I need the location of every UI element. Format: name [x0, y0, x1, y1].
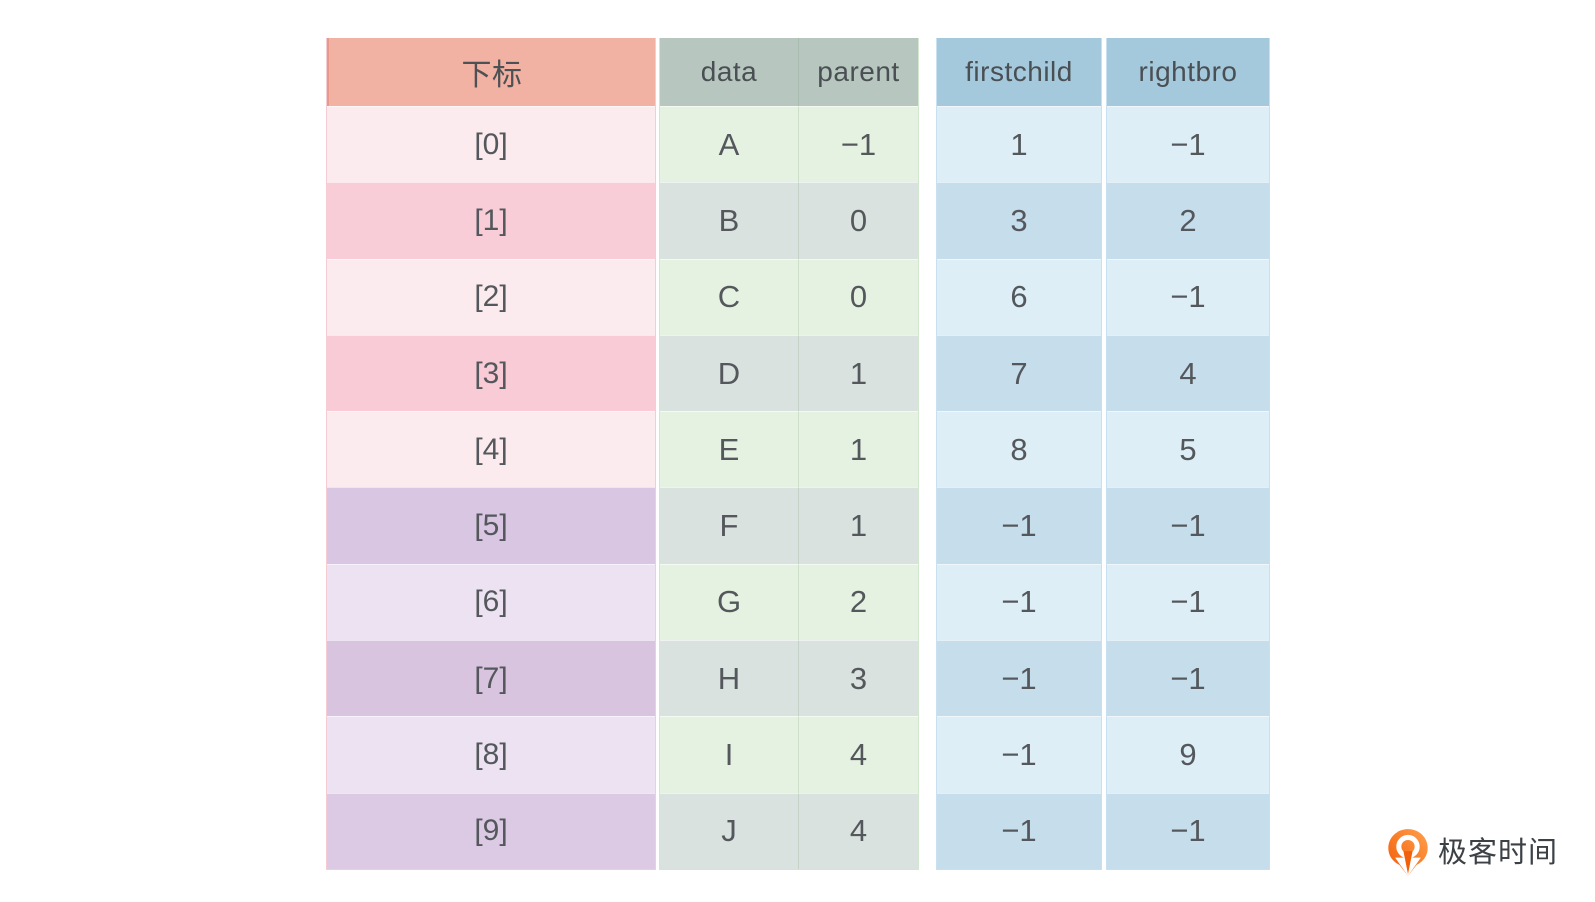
index-cell: [5]: [327, 487, 655, 564]
index-cell: [6]: [327, 563, 655, 641]
rightbro-cell: 2: [1107, 182, 1269, 259]
parent-cell: 1: [798, 411, 918, 488]
parent-col-body: −1 0 0 1 1 1 2 3 4 4: [798, 106, 918, 869]
rightbro-cell: 5: [1107, 411, 1269, 488]
parent-cell: 4: [798, 716, 918, 793]
parent-cell: 0: [798, 258, 918, 335]
index-cell: [1]: [327, 182, 655, 259]
data-cell: C: [660, 258, 798, 335]
data-cell: J: [660, 792, 798, 869]
column-header-data: data: [660, 38, 798, 106]
column-header-parent: parent: [798, 38, 918, 106]
firstchild-cell: 8: [937, 411, 1101, 488]
rightbro-cell: −1: [1107, 563, 1269, 641]
index-cell: [7]: [327, 640, 655, 717]
index-cell: [9]: [327, 792, 655, 869]
parent-cell: −1: [798, 106, 918, 183]
parent-cell: 2: [798, 563, 918, 641]
firstchild-col-body: 1 3 6 7 8 −1 −1 −1 −1 −1: [937, 106, 1101, 869]
column-index: 下标 [0] [1] [2] [3] [4] [5] [6] [7] [8] [9]: [326, 38, 656, 870]
data-cell: H: [660, 640, 798, 717]
brand-watermark: 极客时间: [1386, 828, 1558, 878]
column-rightbro: rightbro −1 2 −1 4 5 −1 −1 −1 9 −1: [1106, 38, 1270, 870]
index-cell: [3]: [327, 334, 655, 412]
column-parent: parent −1 0 0 1 1 1 2 3 4 4: [798, 38, 919, 870]
data-cell: B: [660, 182, 798, 259]
data-cell: G: [660, 563, 798, 641]
rightbro-cell: 9: [1107, 716, 1269, 793]
column-header-index: 下标: [327, 38, 655, 106]
column-header-rightbro: rightbro: [1107, 38, 1269, 106]
index-cell: [8]: [327, 716, 655, 793]
parent-cell: 0: [798, 182, 918, 259]
firstchild-cell: 3: [937, 182, 1101, 259]
firstchild-cell: −1: [937, 487, 1101, 564]
firstchild-cell: 6: [937, 258, 1101, 335]
firstchild-cell: −1: [937, 563, 1101, 641]
data-cell: D: [660, 334, 798, 412]
firstchild-cell: −1: [937, 640, 1101, 717]
parent-cell: 4: [798, 792, 918, 869]
geektime-pin-q-icon: [1388, 829, 1428, 876]
rightbro-cell: 4: [1107, 334, 1269, 412]
firstchild-cell: 1: [937, 106, 1101, 183]
index-col-body: [0] [1] [2] [3] [4] [5] [6] [7] [8] [9]: [327, 106, 655, 869]
rightbro-cell: −1: [1107, 792, 1269, 869]
rightbro-col-body: −1 2 −1 4 5 −1 −1 −1 9 −1: [1107, 106, 1269, 869]
parent-cell: 1: [798, 334, 918, 412]
brand-name: 极客时间: [1438, 837, 1559, 869]
parent-cell: 3: [798, 640, 918, 717]
column-header-firstchild: firstchild: [937, 38, 1101, 106]
rightbro-cell: −1: [1107, 640, 1269, 717]
index-cell: [2]: [327, 258, 655, 335]
data-cell: A: [660, 106, 798, 183]
index-cell: [0]: [327, 106, 655, 183]
rightbro-cell: −1: [1107, 106, 1269, 183]
index-cell: [4]: [327, 411, 655, 488]
rightbro-cell: −1: [1107, 258, 1269, 335]
firstchild-cell: 7: [937, 334, 1101, 412]
firstchild-cell: −1: [937, 792, 1101, 869]
parent-cell: 1: [798, 487, 918, 564]
child-sibling-representation-table: 下标 [0] [1] [2] [3] [4] [5] [6] [7] [8] [9] data A…: [326, 38, 1270, 870]
rightbro-cell: −1: [1107, 487, 1269, 564]
data-cell: E: [660, 411, 798, 488]
data-cell: I: [660, 716, 798, 793]
data-cell: F: [660, 487, 798, 564]
column-firstchild: firstchild 1 3 6 7 8 −1 −1 −1 −1 −1: [936, 38, 1102, 870]
firstchild-cell: −1: [937, 716, 1101, 793]
